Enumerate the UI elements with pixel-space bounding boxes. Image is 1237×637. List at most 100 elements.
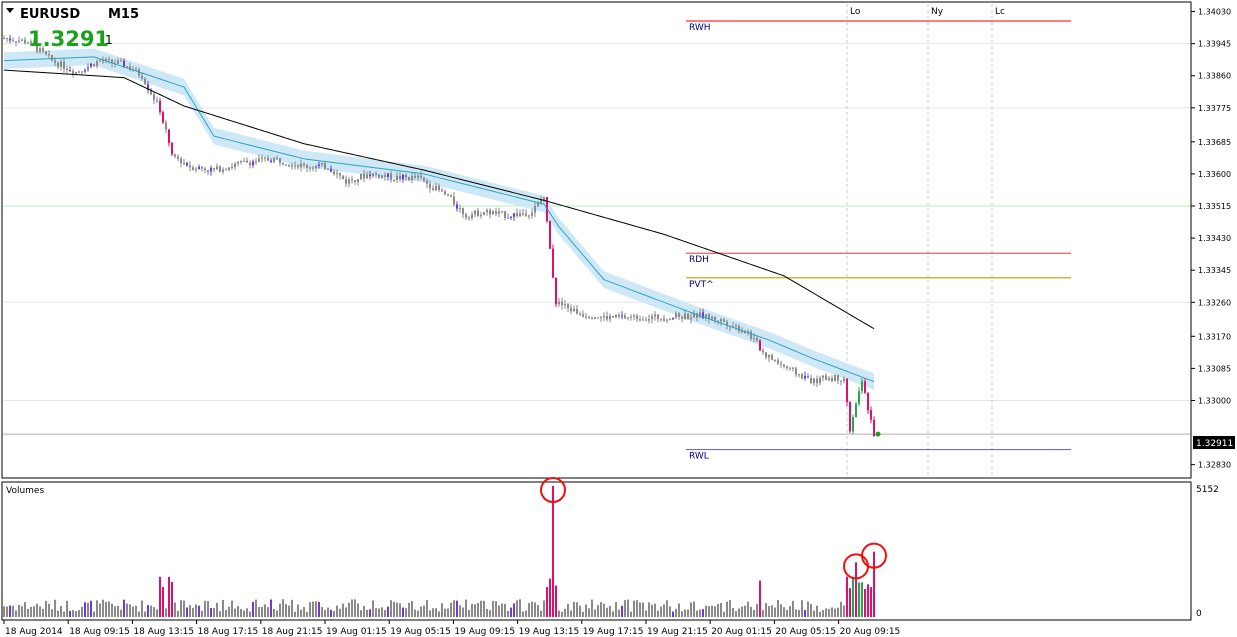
volume-bar (198, 605, 200, 617)
volume-bar (72, 610, 74, 617)
volume-bar (150, 605, 152, 617)
volume-bar (132, 606, 134, 617)
candle-body (348, 179, 350, 184)
volume-bar (522, 611, 524, 617)
price-tick-label: 1.33600 (1198, 170, 1231, 179)
candle-body (156, 100, 158, 102)
volume-bar (639, 602, 641, 617)
volume-bar (267, 607, 269, 617)
volume-bar (813, 610, 815, 617)
volume-bar (444, 608, 446, 617)
volume-bar (819, 611, 821, 617)
volume-bar (837, 607, 839, 617)
volume-bar (309, 602, 311, 617)
volume-bar (462, 607, 464, 617)
volume-bar (378, 608, 380, 617)
volume-bar (153, 607, 155, 617)
volume-bar (699, 609, 701, 617)
candle-body (360, 173, 362, 180)
candle-body (465, 214, 467, 218)
volume-bar (408, 602, 410, 617)
volume-bar (543, 600, 545, 617)
candle-body (294, 165, 296, 167)
candle-body (330, 168, 332, 172)
volume-bar (780, 604, 782, 617)
candle-body (474, 210, 476, 215)
candle-body (519, 213, 521, 217)
volume-bar (471, 603, 473, 617)
time-tick-label: 18 Aug 09:15 (69, 627, 130, 637)
volume-bar (345, 607, 347, 617)
volume-bar (726, 601, 728, 617)
candle-body (204, 168, 206, 171)
volume-bar (354, 599, 356, 617)
candle-body (756, 337, 758, 341)
time-tick-label: 19 Aug 05:15 (390, 627, 451, 637)
candle-body (438, 185, 440, 191)
volume-bar (321, 607, 323, 617)
volume-bar (873, 551, 875, 617)
volume-bar (597, 605, 599, 617)
volume-bar (870, 587, 872, 617)
dropdown-triangle-icon[interactable] (6, 8, 14, 13)
volume-bar (570, 610, 572, 617)
candle-body (651, 316, 653, 319)
candle-body (213, 167, 215, 170)
candle-body (462, 207, 464, 215)
time-tick-label: 19 Aug 21:15 (647, 627, 708, 637)
candle-body (471, 214, 473, 219)
volume-bar (558, 610, 560, 617)
candle-body (318, 164, 320, 166)
candle-body (618, 314, 620, 317)
volume-bar (588, 608, 590, 617)
candle-body (645, 319, 647, 321)
pivot-levels: RWH RDH PVT^ RWL (686, 20, 1071, 462)
volume-bar (519, 599, 521, 617)
volume-bar (342, 603, 344, 617)
volume-bar (660, 606, 662, 617)
volume-bar (108, 601, 110, 617)
candle-body (456, 204, 458, 209)
volume-bar (582, 611, 584, 617)
candle-body (303, 163, 305, 166)
volume-bar (549, 578, 551, 617)
volume-bar (867, 584, 869, 617)
price-tick-label: 1.32830 (1198, 461, 1231, 470)
time-axis: 18 Aug 2014 18 Aug 09:15 18 Aug 13:15 18 Au… (3, 620, 900, 637)
candle-body (72, 70, 74, 74)
candle-body (228, 167, 230, 170)
candle-body (42, 48, 44, 52)
volume-bar (171, 581, 173, 617)
volume-bar (51, 609, 53, 617)
candle-body (588, 316, 590, 318)
price-tick-label: 1.33430 (1198, 234, 1231, 243)
candle-body (846, 378, 848, 403)
candle-body (852, 417, 854, 432)
volume-bar (615, 602, 617, 617)
candle-body (717, 320, 719, 322)
candle-body (522, 213, 524, 215)
volume-bar (87, 602, 89, 617)
volume-bar (774, 607, 776, 617)
volume-bar (480, 600, 482, 617)
volume-bar (495, 601, 497, 617)
volume-bar (426, 600, 428, 617)
volume-axis-bottom: 0 (1196, 609, 1202, 619)
big-price-suffix: 1 (105, 33, 113, 47)
candle-body (579, 313, 581, 315)
candle-body (690, 317, 692, 320)
candle-body (237, 162, 239, 164)
volume-bar (732, 607, 734, 617)
candle-body (771, 355, 773, 360)
candle-body (627, 317, 629, 319)
volume-bar (465, 599, 467, 617)
candle-body (549, 220, 551, 249)
session-lines: Lo Ny Lc (846, 4, 1005, 476)
volume-bar (282, 599, 284, 617)
volume-bar (264, 604, 266, 617)
candle-body (18, 40, 20, 43)
volume-bar (573, 601, 575, 617)
volume-bar (735, 611, 737, 617)
volume-bars (3, 486, 875, 617)
